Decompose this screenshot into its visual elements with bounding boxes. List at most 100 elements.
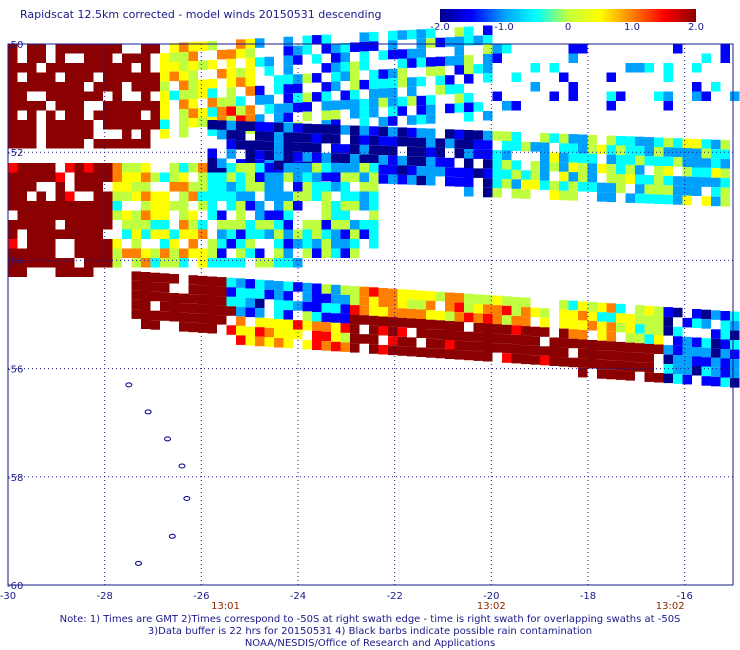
heatmap-cell — [435, 291, 445, 302]
heatmap-cell — [559, 143, 569, 153]
heatmap-cell — [321, 63, 331, 73]
heatmap-cell — [283, 239, 293, 249]
heatmap-cell — [388, 146, 398, 156]
heatmap-cell — [720, 168, 730, 179]
heatmap-cell — [331, 110, 341, 120]
heatmap-cell — [36, 44, 46, 54]
heatmap-cell — [217, 182, 227, 192]
heatmap-cell — [587, 182, 597, 192]
heatmap-cell — [654, 137, 664, 147]
heatmap-cell — [606, 360, 616, 370]
heatmap-cell — [445, 129, 455, 139]
heatmap-cell — [331, 303, 341, 314]
heatmap-cell — [264, 182, 274, 192]
heatmap-cell — [8, 248, 18, 258]
heatmap-cell — [103, 220, 113, 230]
heatmap-cell — [511, 344, 521, 354]
heatmap-cell — [587, 134, 597, 145]
heatmap-cell — [492, 159, 502, 170]
heatmap-cell — [682, 355, 692, 366]
heatmap-cell — [587, 340, 597, 350]
heatmap-cell — [654, 344, 664, 354]
heatmap-cell — [711, 196, 721, 207]
heatmap-cell — [274, 258, 284, 268]
heatmap-cell — [331, 229, 341, 239]
heatmap-cell — [207, 239, 217, 249]
heatmap-cell — [378, 288, 388, 298]
heatmap-cell — [435, 329, 445, 340]
heatmap-cell — [74, 110, 84, 120]
heatmap-cell — [625, 314, 635, 324]
heatmap-cell — [321, 110, 331, 121]
heatmap-cell — [122, 229, 132, 239]
heatmap-cell — [226, 106, 236, 116]
y-tick-label: -50 — [7, 40, 23, 51]
heatmap-cell — [388, 165, 398, 175]
heatmap-cell — [74, 44, 84, 54]
heatmap-cell — [264, 289, 274, 300]
heatmap-cell — [131, 163, 141, 173]
heatmap-cell — [464, 303, 474, 313]
heatmap-cell — [264, 150, 274, 161]
heatmap-cell — [226, 201, 236, 211]
heatmap-cell — [359, 334, 369, 344]
heatmap-cell — [321, 201, 331, 211]
heatmap-cell — [578, 339, 588, 349]
heatmap-cell — [350, 286, 360, 296]
heatmap-cell — [312, 35, 322, 45]
heatmap-cell — [473, 341, 483, 352]
heatmap-cell — [65, 201, 75, 211]
heatmap-cell — [46, 91, 56, 101]
heatmap-cell — [226, 191, 236, 201]
heatmap-cell — [378, 316, 388, 326]
heatmap-cell — [616, 183, 626, 193]
heatmap-cell — [8, 72, 18, 82]
heatmap-cell — [293, 74, 303, 84]
heatmap-cell — [521, 354, 531, 365]
heatmap-cell — [188, 163, 198, 173]
heatmap-cell — [245, 140, 255, 150]
heatmap-cell — [397, 155, 407, 166]
heatmap-cell — [245, 229, 255, 239]
heatmap-cell — [93, 53, 103, 63]
heatmap-cell — [331, 119, 341, 129]
heatmap-cell — [55, 120, 65, 130]
heatmap-cell — [302, 35, 312, 46]
heatmap-cell — [407, 308, 417, 319]
heatmap-cell — [245, 191, 255, 201]
heatmap-cell — [407, 318, 417, 328]
heatmap-cell — [644, 63, 654, 73]
heatmap-cell — [84, 267, 94, 277]
heatmap-cell — [302, 301, 312, 312]
heatmap-cell — [274, 210, 284, 220]
heatmap-cell — [293, 239, 303, 249]
heatmap-cell — [150, 320, 160, 330]
heatmap-cell — [654, 185, 664, 195]
heatmap-cell — [388, 136, 398, 147]
heatmap-cell — [198, 163, 208, 173]
heatmap-cell — [720, 368, 730, 378]
heatmap-cell — [245, 48, 255, 58]
heatmap-cell — [302, 248, 312, 258]
heatmap-cell — [131, 248, 141, 258]
heatmap-cell — [188, 313, 198, 323]
y-tick-label: -58 — [7, 473, 23, 484]
heatmap-cell — [502, 169, 512, 179]
heatmap-cell — [682, 317, 692, 328]
heatmap-cell — [416, 105, 426, 115]
heatmap-cell — [578, 358, 588, 368]
heatmap-cell — [302, 339, 312, 350]
heatmap-cell — [169, 312, 179, 322]
heatmap-cell — [150, 191, 160, 201]
heatmap-cell — [255, 163, 265, 173]
heatmap-cell — [340, 210, 350, 220]
heatmap-cell — [692, 177, 702, 187]
heatmap-cell — [692, 366, 702, 376]
heatmap-cell — [36, 220, 46, 230]
heatmap-cell — [17, 172, 27, 182]
heatmap-cell — [131, 258, 141, 268]
heatmap-cell — [502, 315, 512, 325]
heatmap-cell — [179, 61, 189, 71]
heatmap-cell — [682, 336, 692, 347]
heatmap-cell — [236, 335, 246, 345]
